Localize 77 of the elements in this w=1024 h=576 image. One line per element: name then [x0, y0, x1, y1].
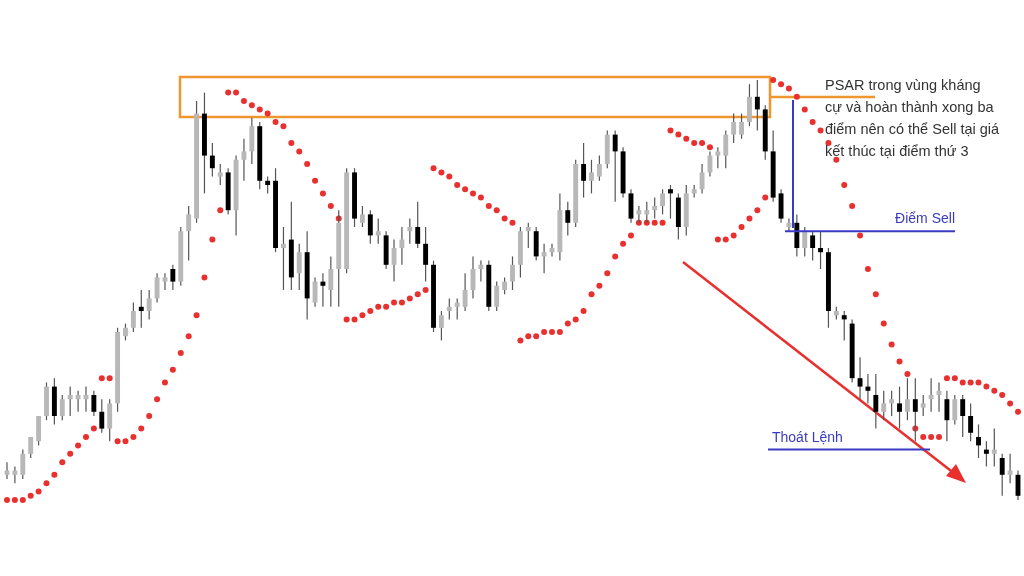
candlestick — [652, 197, 658, 220]
candlestick — [99, 398, 105, 434]
candlestick — [438, 310, 444, 341]
candlestick — [660, 188, 666, 215]
candlestick — [320, 272, 326, 308]
candlestick — [281, 226, 286, 291]
candlestick — [889, 390, 895, 417]
candlestick — [20, 449, 26, 480]
candlestick — [881, 390, 887, 421]
ref-line-label: Điểm Sell — [895, 210, 955, 227]
candlestick — [407, 218, 413, 245]
candlestick — [375, 218, 381, 245]
candlestick — [739, 113, 744, 140]
candlestick — [999, 453, 1005, 497]
candlestick — [67, 386, 73, 417]
candlestick — [968, 402, 974, 442]
candlestick — [454, 297, 460, 320]
candlestick — [731, 113, 737, 144]
ref-line-label: Thoát Lệnh — [772, 428, 843, 445]
candlestick — [818, 230, 823, 270]
candlestick — [541, 243, 547, 274]
candlestick — [91, 390, 97, 417]
candlestick — [581, 142, 587, 199]
candlestick — [209, 142, 215, 178]
candlestick — [296, 243, 302, 291]
candlestick — [944, 390, 950, 442]
candlestick — [510, 255, 515, 291]
candlestick — [59, 394, 65, 421]
candlestick — [170, 264, 176, 291]
candlestick — [668, 184, 673, 220]
candlestick — [644, 201, 650, 224]
candlestick — [154, 272, 160, 304]
candlestick — [612, 129, 618, 203]
candlestick — [928, 377, 934, 413]
candlestick — [589, 159, 594, 194]
candlestick — [399, 226, 405, 266]
candlestick — [865, 373, 871, 404]
candlestick — [920, 394, 926, 417]
candlestick — [12, 465, 18, 484]
candlestick — [991, 428, 997, 467]
candlestick — [715, 146, 721, 169]
candlestick — [873, 373, 879, 430]
candlestick — [146, 289, 152, 320]
candlestick — [328, 255, 334, 308]
candlestick — [525, 222, 531, 249]
candlestick — [423, 226, 429, 283]
candlestick — [723, 129, 729, 169]
candlestick — [359, 205, 365, 228]
candlestick — [494, 281, 500, 312]
candlestick — [462, 272, 468, 312]
candlestick — [952, 394, 958, 425]
candlestick — [162, 272, 168, 291]
candlestick — [217, 163, 223, 186]
annotation: PSAR trong vùng kháng cự và hoàn thành xong ba điểm nên có thể Sell tại giá kết thúc tại điểm thứ 3 — [825, 77, 1001, 159]
candlestick — [810, 230, 816, 262]
candlestick — [478, 260, 484, 283]
candlestick — [130, 302, 136, 333]
candlestick — [75, 390, 81, 413]
candlestick — [786, 218, 792, 232]
candlestick — [596, 155, 602, 182]
candlestick — [446, 297, 452, 320]
candlestick — [1007, 453, 1013, 484]
candlestick — [367, 209, 373, 245]
candlestick — [699, 163, 705, 194]
candlestick — [754, 79, 760, 131]
candlestick — [904, 377, 910, 421]
candlestick — [415, 201, 421, 249]
candlestick — [976, 423, 981, 459]
candlestick — [186, 205, 192, 262]
candlestick — [565, 201, 571, 236]
candlestick — [960, 394, 966, 438]
candlestick — [983, 440, 989, 467]
candlestick — [28, 436, 34, 459]
candlestick — [802, 226, 808, 257]
candlestick — [138, 289, 144, 329]
candlestick — [841, 310, 847, 341]
candlestick — [897, 386, 902, 430]
